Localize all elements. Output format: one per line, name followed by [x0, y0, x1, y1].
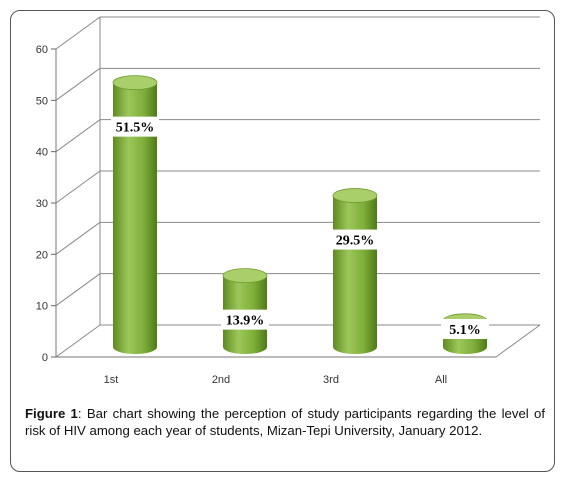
y-tick-label: 30 [36, 198, 48, 210]
bar-body [333, 195, 377, 354]
data-label-box [441, 319, 489, 339]
y-tick-label: 60 [36, 44, 48, 56]
x-tick-label: 1st [104, 374, 119, 386]
x-tick-label: 3rd [323, 374, 339, 386]
data-label-box [221, 309, 269, 330]
x-tick-label: All [435, 374, 447, 386]
chart-bars [112, 75, 488, 354]
grid-diagonal [55, 324, 101, 358]
y-tick-label: 10 [36, 301, 48, 313]
floor-edge [495, 324, 541, 358]
grid-diagonal [55, 119, 101, 153]
data-label: 5.1% [449, 323, 481, 338]
y-tick-label: 0 [42, 352, 48, 364]
chart-labels: 51.5% 13.9% 29.5% 5.1% [111, 116, 489, 339]
data-label: 51.5% [116, 121, 155, 136]
bar-top [332, 188, 378, 203]
grid-diagonal [55, 221, 101, 255]
chart-axes: 0 10 20 30 40 50 60 1st 2nd 3rd All [36, 16, 541, 386]
y-tick-label: 40 [36, 147, 48, 159]
grid-diagonal [55, 67, 101, 101]
bar-body [113, 82, 157, 354]
data-label-box [331, 229, 379, 250]
data-label-box [111, 116, 159, 137]
x-tick-label: 2nd [212, 374, 230, 386]
grid-diagonal [55, 273, 101, 307]
grid-diagonal [55, 16, 101, 50]
y-tick-label: 50 [36, 95, 48, 107]
grid-diagonal [55, 170, 101, 204]
data-label: 13.9% [226, 314, 265, 329]
bar-top [112, 75, 158, 91]
data-label: 29.5% [336, 234, 375, 249]
caption-text: : Bar chart showing the perception of st… [25, 406, 546, 438]
figure-caption: Figure 1: Bar chart showing the percepti… [25, 405, 545, 439]
y-tick-label: 20 [36, 249, 48, 261]
bar-chart: 0 10 20 30 40 50 60 1st 2nd 3rd All 51.5% 13.9% 29.5… [36, 16, 541, 386]
caption-label: Figure 1 [25, 406, 78, 421]
bar-top [222, 268, 268, 284]
figure-frame [10, 10, 555, 472]
